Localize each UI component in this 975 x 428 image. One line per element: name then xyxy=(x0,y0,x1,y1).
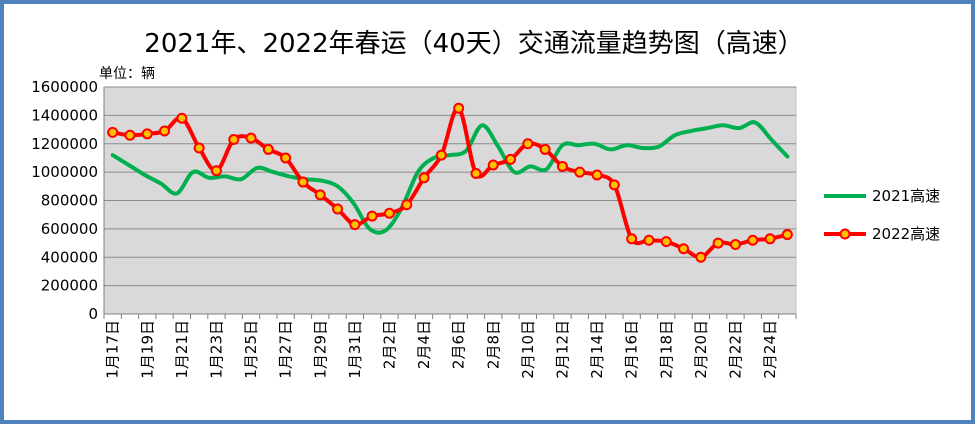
x-tick-label: 2月10日 xyxy=(519,320,537,379)
data-point xyxy=(695,251,707,263)
data-point xyxy=(626,233,638,245)
data-point xyxy=(262,143,274,155)
data-point xyxy=(193,142,205,154)
data-point xyxy=(643,234,655,246)
legend: 2021高速 2022高速 xyxy=(824,187,940,243)
x-tick-label: 1月25日 xyxy=(242,320,260,379)
series-layer xyxy=(107,102,793,263)
x-tick-label: 2月18日 xyxy=(657,320,675,379)
legend-label: 2021高速 xyxy=(872,187,940,205)
x-tick-label: 2月4日 xyxy=(415,320,433,369)
data-point xyxy=(401,199,413,211)
x-axis-ticks: 1月17日 1月19日 1月21日 1月23日 1月25日 1月27日 1月29日 1月31日… xyxy=(104,320,779,379)
data-point xyxy=(366,210,378,222)
data-point xyxy=(574,166,586,178)
y-tick-label: 400000 xyxy=(41,248,98,266)
data-point xyxy=(383,207,395,219)
axes xyxy=(103,87,797,319)
data-point xyxy=(210,165,222,177)
data-point xyxy=(297,176,309,188)
x-tick-label: 2月24日 xyxy=(761,320,779,379)
y-tick-label: 0 xyxy=(88,305,98,323)
series-0 xyxy=(110,120,790,235)
y-axis-ticks: 0 200000 400000 600000 800000 1000000 1200000 1… xyxy=(31,78,98,323)
data-point xyxy=(141,128,153,140)
x-tick-label: 2月6日 xyxy=(450,320,468,369)
data-point xyxy=(505,153,517,165)
x-tick-label: 1月29日 xyxy=(311,320,329,379)
x-tick-label: 1月21日 xyxy=(173,320,191,379)
data-point xyxy=(608,179,620,191)
data-point xyxy=(556,160,568,172)
y-tick-label: 1000000 xyxy=(31,163,98,181)
x-tick-label: 2月14日 xyxy=(588,320,606,379)
x-tick-label: 2月22日 xyxy=(726,320,744,379)
series-line-0 xyxy=(110,120,790,235)
data-point xyxy=(539,143,551,155)
data-point xyxy=(764,233,776,245)
data-point xyxy=(107,126,119,138)
data-point xyxy=(470,168,482,180)
data-point xyxy=(487,159,499,171)
y-tick-label: 1600000 xyxy=(31,78,98,96)
x-tick-label: 1月17日 xyxy=(104,320,122,379)
data-point xyxy=(522,138,534,150)
data-point xyxy=(332,203,344,215)
data-point xyxy=(435,149,447,161)
x-tick-label: 2月16日 xyxy=(623,320,641,379)
data-point xyxy=(280,152,292,164)
unit-label: 单位：辆 xyxy=(99,66,155,82)
x-tick-label: 1月19日 xyxy=(138,320,156,379)
data-point xyxy=(781,229,793,241)
data-point xyxy=(453,102,465,114)
x-tick-label: 1月31日 xyxy=(346,320,364,379)
legend-marker xyxy=(839,228,851,240)
data-point xyxy=(176,112,188,124)
x-tick-label: 1月23日 xyxy=(207,320,225,379)
x-tick-label: 1月27日 xyxy=(277,320,295,379)
data-point xyxy=(678,243,690,255)
y-tick-label: 800000 xyxy=(41,192,98,210)
chart-title: 2021年、2022年春运（40天）交通流量趋势图（高速） xyxy=(144,29,803,59)
x-tick-label: 2月2日 xyxy=(380,320,398,369)
chart-svg: 2021年、2022年春运（40天）交通流量趋势图（高速） 单位：辆 0 2000… xyxy=(31,29,940,379)
legend-label: 2022高速 xyxy=(872,225,940,243)
data-point xyxy=(228,133,240,145)
data-point xyxy=(349,219,361,231)
data-point xyxy=(660,236,672,248)
data-point xyxy=(729,238,741,250)
data-point xyxy=(591,169,603,181)
series-1 xyxy=(107,102,793,263)
data-point xyxy=(712,237,724,249)
data-point xyxy=(245,132,257,144)
data-point xyxy=(747,234,759,246)
y-tick-label: 1400000 xyxy=(31,106,98,124)
series-line-1 xyxy=(110,106,790,260)
y-tick-label: 600000 xyxy=(41,220,98,238)
data-point xyxy=(314,189,326,201)
legend-item-1: 2022高速 xyxy=(824,225,940,243)
y-tick-label: 1200000 xyxy=(31,135,98,153)
data-point xyxy=(418,172,430,184)
x-tick-label: 2月8日 xyxy=(484,320,502,369)
legend-item-0: 2021高速 xyxy=(824,187,940,205)
x-tick-label: 2月20日 xyxy=(692,320,710,379)
x-tick-label: 2月12日 xyxy=(553,320,571,379)
data-point xyxy=(159,125,171,137)
y-tick-label: 200000 xyxy=(41,277,98,295)
data-point xyxy=(124,129,136,141)
